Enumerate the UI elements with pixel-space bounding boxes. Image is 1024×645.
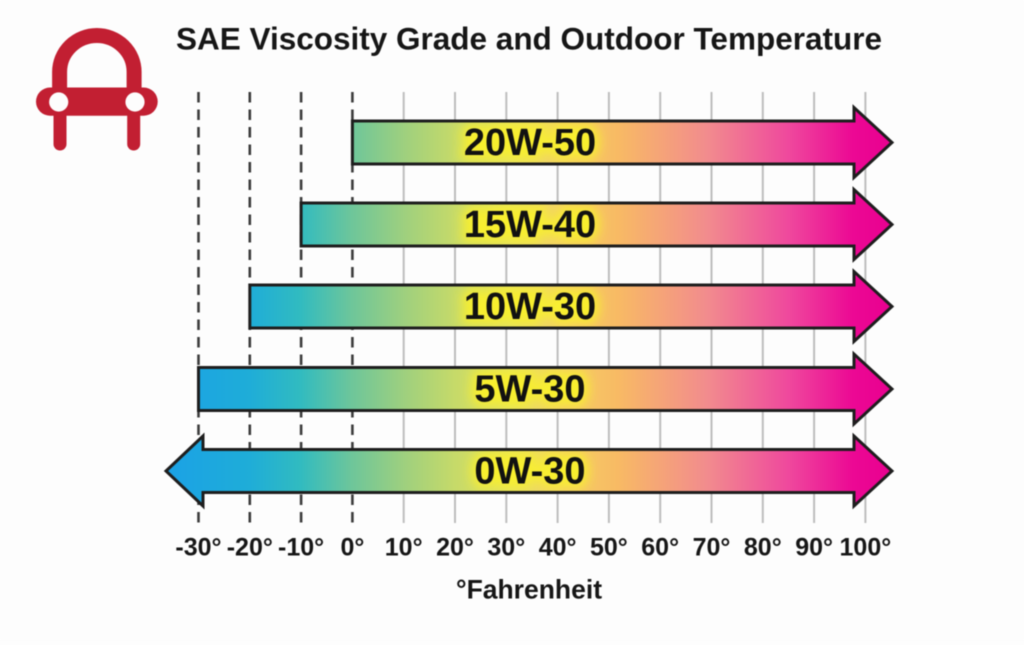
svg-text:100°: 100° <box>840 534 892 562</box>
svg-text:°Fahrenheit: °Fahrenheit <box>456 575 602 605</box>
svg-text:40°: 40° <box>539 534 577 562</box>
svg-text:70°: 70° <box>693 534 731 562</box>
svg-text:90°: 90° <box>795 534 833 562</box>
svg-text:0W-30: 0W-30 <box>474 451 585 493</box>
svg-text:5W-30: 5W-30 <box>474 369 585 411</box>
svg-text:15W-40: 15W-40 <box>464 204 596 246</box>
svg-text:50°: 50° <box>590 534 628 562</box>
svg-text:10W-30: 10W-30 <box>464 286 596 328</box>
svg-text:0W-30: 0W-30 <box>474 451 585 493</box>
svg-text:SAE Viscosity Grade and Outdoo: SAE Viscosity Grade and Outdoor Temperat… <box>176 21 882 57</box>
svg-text:20W-50: 20W-50 <box>464 122 596 164</box>
svg-text:80°: 80° <box>744 534 782 562</box>
svg-text:-20°: -20° <box>227 534 273 562</box>
svg-text:20W-50: 20W-50 <box>464 122 596 164</box>
svg-text:0°: 0° <box>340 534 364 562</box>
svg-text:30°: 30° <box>487 534 525 562</box>
svg-text:15W-40: 15W-40 <box>464 204 596 246</box>
svg-text:20°: 20° <box>436 534 474 562</box>
svg-text:10W-30: 10W-30 <box>464 286 596 328</box>
svg-text:60°: 60° <box>641 534 679 562</box>
svg-text:-10°: -10° <box>278 534 324 562</box>
svg-text:10°: 10° <box>385 534 423 562</box>
svg-text:-30°: -30° <box>175 534 221 562</box>
svg-text:5W-30: 5W-30 <box>474 369 585 411</box>
